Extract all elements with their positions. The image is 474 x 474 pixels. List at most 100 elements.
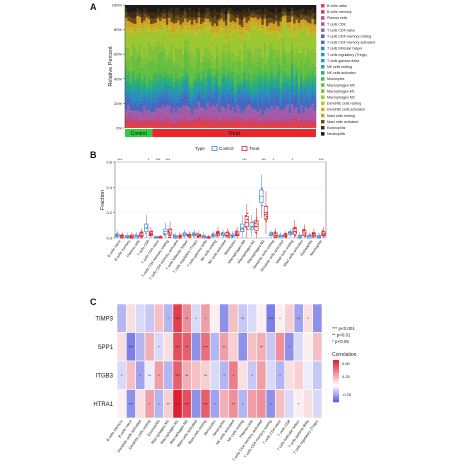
stacked-bar-segment xyxy=(286,27,290,31)
stacked-bar-segment xyxy=(295,49,299,63)
stacked-bar-segment xyxy=(143,117,146,121)
stacked-bar-segment xyxy=(184,26,187,34)
stacked-bar-segment xyxy=(163,79,167,84)
stacked-bar-segment xyxy=(234,105,237,114)
stacked-bar-segment xyxy=(245,16,249,23)
control-point xyxy=(163,234,165,236)
stacked-bar-segment xyxy=(229,119,233,122)
stacked-bar-segment xyxy=(150,80,153,84)
heatmap-cell xyxy=(312,389,323,419)
stacked-bar-segment xyxy=(293,14,296,24)
stacked-bar-segment xyxy=(163,71,167,77)
stacked-bar-segment xyxy=(181,68,185,77)
treat-point xyxy=(227,231,230,233)
stacked-bar-segment xyxy=(277,5,280,14)
stacked-bar-segment xyxy=(243,15,246,19)
stacked-bar-segment xyxy=(172,84,176,89)
stacked-bar-segment xyxy=(277,50,280,58)
stacked-bar-segment xyxy=(177,20,180,23)
treat-point xyxy=(235,234,237,236)
stacked-bar-segment xyxy=(256,31,260,50)
stacked-bar-segment xyxy=(313,67,317,77)
stacked-bar-segment xyxy=(150,89,153,95)
stacked-bar-segment xyxy=(218,121,221,123)
stacked-bar-segment xyxy=(154,95,158,102)
stacked-bar-segment xyxy=(197,71,201,79)
stacked-bar-segment xyxy=(200,82,203,85)
stacked-bar-segment xyxy=(209,31,212,54)
stacked-bar-segment xyxy=(193,97,196,103)
stacked-bar-segment xyxy=(125,84,128,88)
treat-point xyxy=(305,235,307,238)
treat-point xyxy=(149,234,151,236)
stacked-bar-segment xyxy=(209,23,212,26)
stacked-bar-segment xyxy=(300,29,303,33)
stacked-bar-segment xyxy=(236,124,239,128)
stacked-bar-segment xyxy=(197,53,201,72)
stacked-bar-segment xyxy=(184,92,187,97)
stacked-bar-segment xyxy=(161,18,164,23)
stacked-bar-segment xyxy=(156,15,160,19)
stacked-bar-segment xyxy=(279,5,283,12)
stacked-bar-segment xyxy=(186,97,189,106)
treat-point xyxy=(228,234,230,237)
treat-point xyxy=(246,228,249,230)
stacked-bar-segment xyxy=(297,17,301,23)
stacked-bar-segment xyxy=(302,66,305,81)
treat-point xyxy=(216,235,218,237)
stacked-bar-segment xyxy=(295,72,299,76)
stacked-bar-segment xyxy=(131,18,135,24)
stacked-bar-segment xyxy=(290,91,294,98)
control-point xyxy=(288,231,290,233)
stacked-bar-segment xyxy=(238,110,242,118)
heatmap-star: *** xyxy=(175,373,180,378)
stacked-bar-segment xyxy=(288,96,292,102)
legend-label: Macrophages M0 xyxy=(327,83,355,87)
stacked-bar-segment xyxy=(290,80,294,86)
stacked-bar-segment xyxy=(181,99,185,106)
stacked-bar-segment xyxy=(215,74,219,79)
stacked-bar-segment xyxy=(311,92,315,95)
stacked-bar-segment xyxy=(177,14,180,21)
stacked-bar-segment xyxy=(252,101,255,106)
stacked-bar-segment xyxy=(265,90,269,96)
stacked-bar-segment xyxy=(311,25,315,31)
control-point xyxy=(231,236,233,239)
stacked-bar-segment xyxy=(302,103,305,113)
stacked-bar-segment xyxy=(272,83,276,89)
stacked-bar-segment xyxy=(206,59,210,69)
group-bar-treat xyxy=(152,129,316,137)
stacked-bar-segment xyxy=(295,106,299,111)
stacked-bar-segment xyxy=(297,93,301,98)
stacked-bar-segment xyxy=(272,124,276,128)
stacked-bar-segment xyxy=(277,40,280,51)
stacked-bar-segment xyxy=(156,110,160,116)
stacked-bar-segment xyxy=(204,91,208,94)
stacked-bar-segment xyxy=(154,101,158,105)
stacked-bar-segment xyxy=(168,78,171,83)
stacked-bar-segment xyxy=(306,47,310,59)
stacked-bar-segment xyxy=(181,84,185,88)
stacked-bar-segment xyxy=(195,83,199,90)
stacked-bar-segment xyxy=(188,29,192,37)
heatmap-cell xyxy=(153,303,164,333)
control-point xyxy=(279,234,281,236)
stacked-bar-segment xyxy=(227,120,230,126)
stacked-bar-segment xyxy=(297,121,301,125)
heatmap-cell xyxy=(163,332,174,362)
stacked-bar-segment xyxy=(268,35,271,47)
stacked-bar-segment xyxy=(190,124,194,128)
stacked-bar-segment xyxy=(211,100,214,106)
stacked-bar-segment xyxy=(220,82,224,89)
stacked-bar-segment xyxy=(190,28,194,33)
stacked-bar-segment xyxy=(197,81,201,86)
stacked-bar-segment xyxy=(290,5,294,8)
stacked-bar-segment xyxy=(231,99,235,107)
stacked-bar-segment xyxy=(286,119,290,123)
heatmap-star: ** xyxy=(167,401,171,406)
stacked-bar-segment xyxy=(243,5,246,9)
stacked-bar-segment xyxy=(256,98,260,102)
treat-point xyxy=(266,213,268,216)
stacked-bar-segment xyxy=(140,115,144,122)
legend-swatch xyxy=(321,107,325,112)
